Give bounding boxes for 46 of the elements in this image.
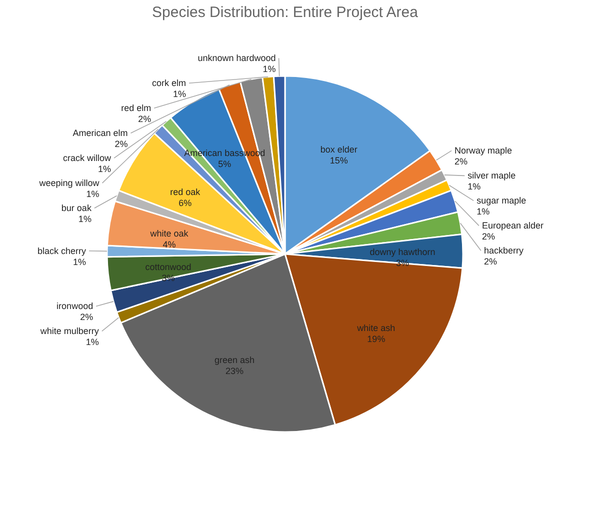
data-label: 6%	[178, 198, 192, 208]
slice-label: red oak	[170, 187, 201, 198]
data-label: 1%	[86, 337, 99, 348]
slice-label: red elm	[121, 103, 152, 114]
data-label: 5%	[218, 159, 232, 170]
slice-label: crack willow	[63, 153, 112, 164]
data-label: 1%	[98, 164, 112, 174]
data-label: 15%	[330, 156, 348, 166]
slice-label: box elder	[320, 144, 358, 155]
chart-title: Species Distribution: Entire Project Area	[152, 4, 419, 21]
slice-label: black cherry	[38, 246, 87, 256]
slice-label: ironwood	[56, 301, 94, 312]
data-label: 1%	[78, 214, 92, 224]
slice-label: weeping willow	[38, 178, 100, 188]
data-label: 1%	[73, 256, 86, 267]
slice-label: white oak	[149, 228, 189, 239]
slice-label: white ash	[356, 323, 396, 334]
data-label: 1%	[476, 206, 490, 217]
slice-label: bur oak	[61, 203, 92, 214]
data-label: 2%	[482, 232, 495, 242]
data-label: 2%	[138, 114, 152, 124]
data-label: 1%	[262, 64, 276, 74]
data-label: 2%	[484, 256, 497, 267]
slice-label: Norway maple	[454, 146, 512, 156]
data-label: 2%	[114, 139, 128, 150]
data-label: 1%	[173, 89, 186, 100]
data-label: 4%	[162, 240, 176, 250]
slice-label: European alder	[482, 220, 544, 231]
data-label: 1%	[468, 182, 481, 192]
data-label: 3%	[396, 258, 409, 268]
data-label: 2%	[454, 156, 468, 167]
slice-label: sugar maple	[476, 196, 526, 206]
slice-label: cork elm	[152, 78, 186, 88]
slice-label: white mulberry	[39, 326, 100, 336]
slice-label: unknown hardwood	[198, 53, 276, 64]
data-label: 2%	[80, 312, 94, 322]
slice-label: downy hawthorn	[370, 247, 436, 258]
slice-label: green ash	[214, 355, 255, 366]
data-label: 3%	[162, 273, 175, 284]
slice-label: cottonwood	[145, 262, 192, 272]
slice-label: American elm	[72, 128, 128, 138]
data-label: 23%	[226, 366, 244, 376]
slice-label: hackberry	[484, 246, 524, 256]
data-label: 19%	[367, 334, 386, 344]
slice-label: silver maple	[468, 170, 516, 181]
data-label: 1%	[86, 189, 100, 200]
